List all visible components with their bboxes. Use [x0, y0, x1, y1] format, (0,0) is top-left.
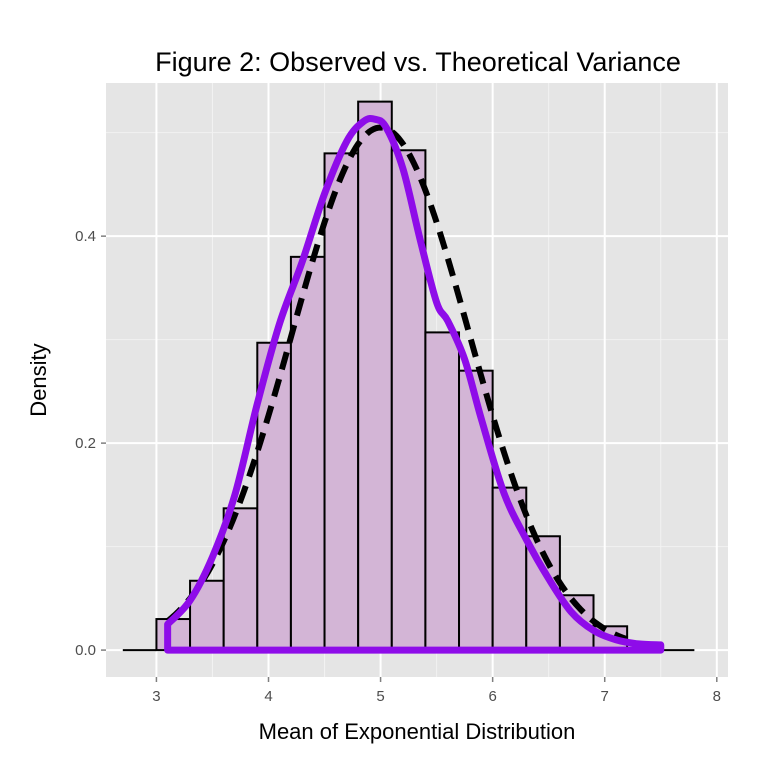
histogram-bar: [289, 255, 326, 652]
histogram-bar: [424, 331, 461, 652]
x-tick-label: 7: [601, 688, 609, 705]
y-tick-label: 0.0: [75, 642, 96, 659]
x-tick-label: 4: [264, 688, 272, 705]
y-axis-title: Density: [26, 343, 51, 416]
y-axis-ticks: 0.0 0.2 0.4: [75, 228, 106, 659]
x-tick-label: 8: [713, 688, 721, 705]
histogram-bar: [357, 100, 393, 652]
x-tick-label: 5: [376, 688, 384, 705]
x-axis-title: Mean of Exponential Distribution: [259, 719, 576, 744]
x-axis-ticks: 3 4 5 6 7 8: [152, 677, 721, 705]
y-tick-label: 0.4: [75, 228, 96, 245]
histogram-bar: [390, 149, 427, 652]
histogram-bar: [323, 152, 360, 652]
chart-title: Figure 2: Observed vs. Theoretical Varia…: [155, 47, 681, 77]
histogram-bar: [222, 507, 259, 652]
y-tick-label: 0.2: [75, 435, 96, 452]
observed-density-curve: [164, 114, 665, 654]
x-tick-label: 6: [488, 688, 496, 705]
histogram-bar: [491, 486, 528, 652]
theoretical-normal-curve: [165, 124, 629, 643]
histogram-bar: [458, 369, 494, 652]
x-tick-label: 3: [152, 688, 160, 705]
